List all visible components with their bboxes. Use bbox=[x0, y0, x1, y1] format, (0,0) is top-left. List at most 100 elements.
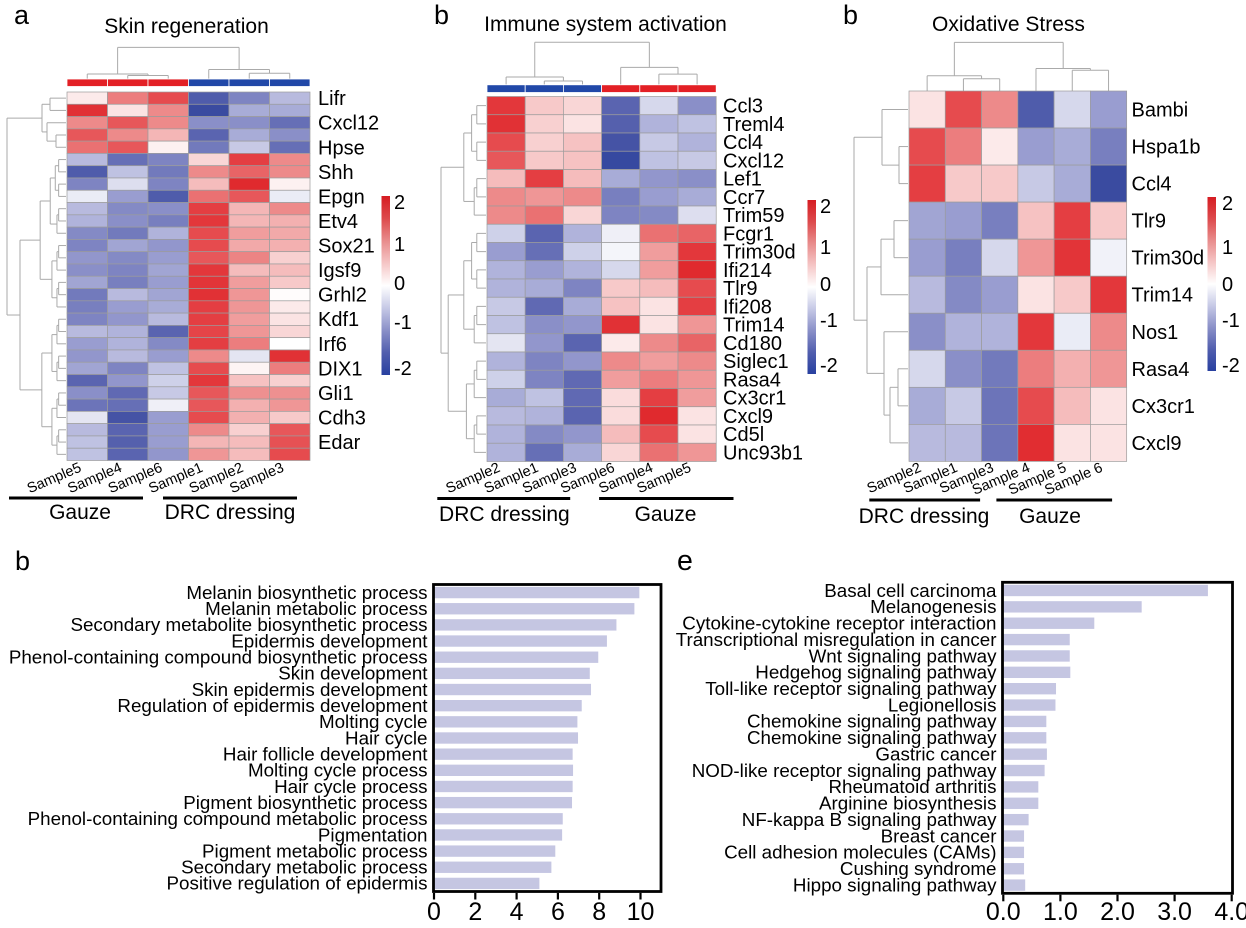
svg-text:NF-kappa B signaling pathway: NF-kappa B signaling pathway bbox=[742, 809, 997, 830]
svg-text:Ccl4: Ccl4 bbox=[723, 132, 763, 154]
svg-text:Trim59: Trim59 bbox=[723, 205, 784, 227]
svg-text:DRC dressing: DRC dressing bbox=[859, 505, 990, 528]
svg-text:Oxidative Stress: Oxidative Stress bbox=[932, 13, 1085, 36]
svg-text:Transcriptional misregulation: Transcriptional misregulation in cancer bbox=[676, 629, 997, 650]
svg-text:Melanogenesis: Melanogenesis bbox=[870, 596, 996, 617]
svg-text:a: a bbox=[14, 0, 30, 30]
svg-text:Igsf9: Igsf9 bbox=[318, 260, 361, 282]
svg-text:DRC dressing: DRC dressing bbox=[439, 503, 570, 526]
svg-text:Chemokine signaling pathway: Chemokine signaling pathway bbox=[747, 711, 997, 732]
svg-text:Ifi208: Ifi208 bbox=[723, 296, 772, 318]
svg-text:Epgn: Epgn bbox=[318, 186, 365, 208]
svg-text:Hair follicle development: Hair follicle development bbox=[223, 743, 428, 764]
svg-text:Sox21: Sox21 bbox=[318, 236, 375, 258]
svg-text:Siglec1: Siglec1 bbox=[723, 351, 789, 373]
svg-text:0: 0 bbox=[1222, 274, 1233, 296]
svg-text:Cushing syndrome: Cushing syndrome bbox=[840, 858, 997, 879]
svg-text:Cd180: Cd180 bbox=[723, 333, 782, 355]
svg-text:Regulation of epidermis develo: Regulation of epidermis development bbox=[117, 695, 428, 716]
svg-text:Melanin biosynthetic process: Melanin biosynthetic process bbox=[186, 582, 427, 603]
svg-text:Irf6: Irf6 bbox=[318, 334, 347, 356]
svg-text:Lifr: Lifr bbox=[318, 88, 346, 110]
svg-text:Pigment biosynthetic process: Pigment biosynthetic process bbox=[183, 792, 427, 813]
svg-text:Tlr9: Tlr9 bbox=[723, 278, 757, 300]
svg-text:Cx3cr1: Cx3cr1 bbox=[723, 388, 786, 410]
svg-text:Pigment metabolic process: Pigment metabolic process bbox=[202, 840, 427, 861]
svg-text:Hair cycle: Hair cycle bbox=[345, 727, 427, 748]
svg-text:3.0: 3.0 bbox=[1157, 898, 1192, 926]
svg-text:-1: -1 bbox=[394, 312, 412, 334]
svg-text:Gauze: Gauze bbox=[635, 503, 697, 526]
svg-text:Shh: Shh bbox=[318, 162, 354, 184]
svg-text:0.0: 0.0 bbox=[986, 898, 1021, 926]
svg-text:Immune system activation: Immune system activation bbox=[484, 13, 727, 36]
svg-text:Cytokine-cytokine receptor int: Cytokine-cytokine receptor interaction bbox=[682, 613, 996, 634]
svg-text:Ccl4: Ccl4 bbox=[1132, 174, 1172, 196]
svg-text:Ifi214: Ifi214 bbox=[723, 260, 772, 282]
svg-text:Rasa4: Rasa4 bbox=[1132, 359, 1190, 381]
svg-text:2: 2 bbox=[820, 196, 831, 218]
svg-text:Bambi: Bambi bbox=[1132, 100, 1189, 122]
svg-text:Molting cycle process: Molting cycle process bbox=[248, 760, 428, 781]
svg-text:1.0: 1.0 bbox=[1043, 898, 1078, 926]
svg-text:8: 8 bbox=[592, 898, 606, 926]
svg-text:4.0: 4.0 bbox=[1214, 898, 1246, 926]
svg-text:2: 2 bbox=[394, 192, 405, 214]
svg-text:Cxcl12: Cxcl12 bbox=[723, 150, 784, 172]
svg-text:-1: -1 bbox=[820, 310, 838, 332]
svg-text:-1: -1 bbox=[1222, 310, 1240, 332]
svg-text:1: 1 bbox=[1222, 237, 1233, 259]
svg-text:Trim14: Trim14 bbox=[1132, 285, 1193, 307]
svg-text:Trim30d: Trim30d bbox=[723, 242, 796, 264]
svg-text:Hspa1b: Hspa1b bbox=[1132, 137, 1201, 159]
svg-text:e: e bbox=[677, 545, 693, 577]
svg-text:Gauze: Gauze bbox=[1019, 505, 1081, 528]
svg-text:Cxcl12: Cxcl12 bbox=[318, 113, 379, 135]
svg-text:Secondary metabolic process: Secondary metabolic process bbox=[181, 857, 427, 878]
svg-text:Rheumatoid arthritis: Rheumatoid arthritis bbox=[828, 776, 996, 797]
svg-text:Tlr9: Tlr9 bbox=[1132, 211, 1166, 233]
svg-text:Secondary metabolite biosynthe: Secondary metabolite biosynthetic proces… bbox=[70, 614, 427, 635]
svg-text:Melanin metabolic process: Melanin metabolic process bbox=[205, 598, 427, 619]
svg-text:Arginine biosynthesis: Arginine biosynthesis bbox=[819, 793, 996, 814]
svg-text:2: 2 bbox=[468, 898, 482, 926]
svg-text:b: b bbox=[434, 0, 449, 30]
svg-text:Epidermis development: Epidermis development bbox=[231, 630, 428, 651]
svg-text:Cdh3: Cdh3 bbox=[318, 408, 366, 430]
svg-text:Grhl2: Grhl2 bbox=[318, 285, 367, 307]
svg-text:NOD-like receptor signaling pa: NOD-like receptor signaling pathway bbox=[692, 760, 997, 781]
svg-text:Pigmentation: Pigmentation bbox=[318, 824, 428, 845]
svg-text:Hippo signaling pathway: Hippo signaling pathway bbox=[793, 874, 997, 895]
svg-text:Hpse: Hpse bbox=[318, 137, 365, 159]
svg-text:Hair cycle process: Hair cycle process bbox=[274, 776, 427, 797]
svg-text:4: 4 bbox=[510, 898, 524, 926]
svg-text:Trim14: Trim14 bbox=[723, 315, 784, 337]
svg-text:Molting cycle: Molting cycle bbox=[319, 711, 428, 732]
svg-text:Nos1: Nos1 bbox=[1132, 322, 1179, 344]
svg-text:Gli1: Gli1 bbox=[318, 383, 354, 405]
svg-text:Trim30d: Trim30d bbox=[1132, 248, 1205, 270]
svg-text:0: 0 bbox=[820, 274, 831, 296]
svg-text:1: 1 bbox=[820, 237, 831, 259]
svg-text:Unc93b1: Unc93b1 bbox=[723, 442, 803, 464]
svg-text:Hedgehog signaling pathway: Hedgehog signaling pathway bbox=[755, 662, 997, 683]
svg-text:Ccr7: Ccr7 bbox=[723, 187, 765, 209]
svg-text:Cxcl9: Cxcl9 bbox=[1132, 433, 1182, 455]
svg-text:-2: -2 bbox=[1222, 355, 1240, 377]
svg-text:Fcgr1: Fcgr1 bbox=[723, 223, 774, 245]
svg-text:Treml4: Treml4 bbox=[723, 114, 784, 136]
svg-text:0: 0 bbox=[427, 898, 441, 926]
svg-text:Cd5l: Cd5l bbox=[723, 424, 764, 446]
svg-text:Rasa4: Rasa4 bbox=[723, 369, 781, 391]
svg-text:Skin epidermis development: Skin epidermis development bbox=[192, 679, 429, 700]
svg-text:b: b bbox=[15, 546, 30, 576]
svg-text:Breast cancer: Breast cancer bbox=[881, 825, 997, 846]
svg-text:2: 2 bbox=[1222, 193, 1233, 215]
svg-text:Legionellosis: Legionellosis bbox=[888, 694, 997, 715]
svg-text:Skin regeneration: Skin regeneration bbox=[104, 15, 269, 38]
svg-text:DIX1: DIX1 bbox=[318, 358, 362, 380]
svg-text:Gastric cancer: Gastric cancer bbox=[875, 743, 996, 764]
svg-text:Cxcl9: Cxcl9 bbox=[723, 406, 773, 428]
svg-text:Ccl3: Ccl3 bbox=[723, 96, 763, 118]
svg-text:0: 0 bbox=[394, 273, 405, 295]
